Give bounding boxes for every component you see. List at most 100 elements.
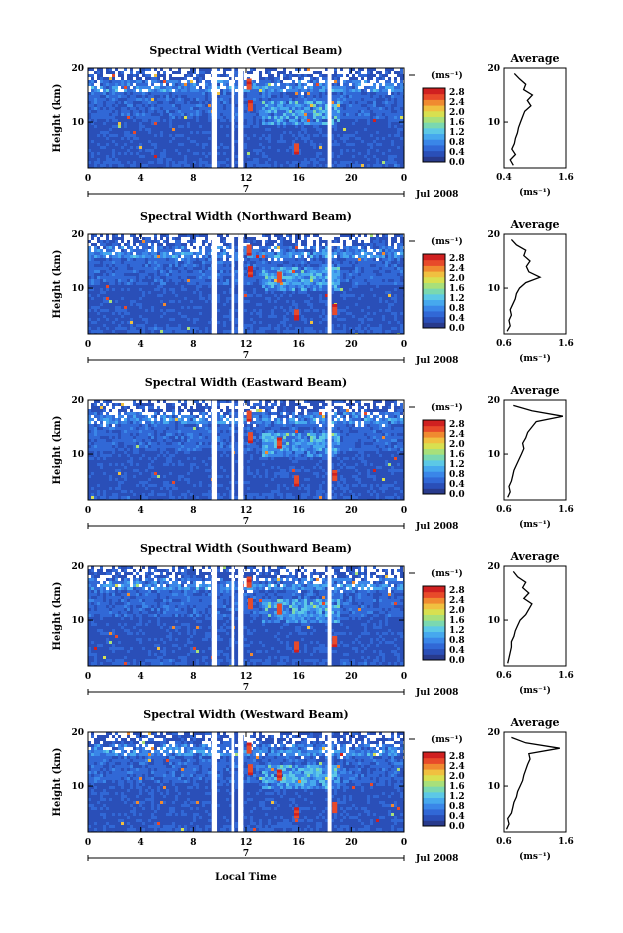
heatmap-cell — [97, 252, 100, 255]
heatmap-cell — [160, 279, 163, 282]
heatmap-cell — [385, 164, 388, 167]
heatmap-cell — [301, 134, 304, 137]
heatmap-cell — [316, 276, 319, 279]
heatmap-cell — [352, 92, 355, 95]
heatmap-cell — [301, 98, 304, 101]
heatmap-cell — [100, 146, 103, 149]
heatmap-cell — [127, 128, 130, 131]
heatmap-cell — [280, 95, 283, 98]
heatmap-cell — [325, 101, 328, 104]
heatmap-cell — [226, 276, 229, 279]
heatmap-cell — [184, 131, 187, 134]
heatmap-cell — [277, 140, 280, 143]
heatmap-cell — [109, 149, 112, 152]
heatmap-cell — [265, 158, 268, 161]
heatmap-cell — [100, 104, 103, 107]
heatmap-cell — [163, 119, 166, 122]
heatmap-cell — [106, 276, 109, 279]
heatmap-cell — [364, 143, 367, 146]
heatmap-cell — [172, 146, 175, 149]
heatmap-cell — [370, 77, 373, 80]
heatmap-cell — [115, 282, 118, 285]
heatmap-cell — [157, 92, 160, 95]
heatmap-cell — [106, 152, 109, 155]
heatmap-cell — [100, 149, 103, 152]
heatmap-cell — [154, 155, 157, 158]
heatmap-cell — [178, 86, 181, 89]
heatmap-cell — [253, 89, 256, 92]
heatmap-cell — [190, 243, 193, 246]
heatmap-cell — [319, 98, 322, 101]
heatmap-cell — [280, 110, 283, 113]
heatmap-cell — [391, 131, 394, 134]
heatmap-cell — [316, 92, 319, 95]
heatmap-cell — [184, 86, 187, 89]
heatmap-cell — [340, 125, 343, 128]
heatmap-cell — [385, 279, 388, 282]
heatmap-cell — [184, 249, 187, 252]
colorbar-tick-label: 1.6 — [449, 118, 465, 128]
heatmap-cell — [94, 246, 97, 249]
heatmap-cell — [325, 258, 328, 261]
heatmap-cell — [388, 131, 391, 134]
heatmap-cell — [337, 267, 340, 270]
heatmap-cell — [172, 152, 175, 155]
heatmap-cell — [307, 122, 310, 125]
heatmap-cell — [154, 92, 157, 95]
heatmap-cell — [313, 92, 316, 95]
heatmap-cell — [127, 131, 130, 134]
heatmap-cell — [340, 74, 343, 77]
heatmap-cell — [124, 98, 127, 101]
heatmap-cell — [202, 95, 205, 98]
heatmap-cell — [235, 98, 238, 101]
heatmap-cell — [394, 86, 397, 89]
heatmap-cell — [367, 77, 370, 80]
heatmap-cell — [355, 80, 358, 83]
heatmap-cell — [364, 164, 367, 167]
heatmap-cell — [217, 125, 220, 128]
heatmap-cell — [355, 77, 358, 80]
heatmap-cell — [280, 86, 283, 89]
heatmap-cell — [145, 80, 148, 83]
heatmap-cell — [244, 258, 247, 261]
heatmap-cell — [199, 113, 202, 116]
heatmap-cell — [367, 267, 370, 270]
heatmap-cell — [397, 86, 400, 89]
heatmap-cell — [295, 252, 298, 255]
heatmap-cell — [157, 246, 160, 249]
heatmap-cell — [337, 131, 340, 134]
heatmap-cell — [190, 122, 193, 125]
heatmap-cell — [253, 146, 256, 149]
heatmap-cell — [382, 246, 385, 249]
heatmap-cell — [112, 122, 115, 125]
heatmap-cell — [391, 128, 394, 131]
heatmap-cell — [277, 134, 280, 137]
heatmap-cell — [388, 83, 391, 86]
heatmap-cell — [400, 282, 403, 285]
heatmap-cell — [175, 270, 178, 273]
heatmap-cell — [136, 104, 139, 107]
heatmap-cell — [355, 107, 358, 110]
heatmap-cell — [349, 89, 352, 92]
heatmap-cell — [190, 86, 193, 89]
heatmap-cell — [283, 113, 286, 116]
heatmap-cell — [133, 119, 136, 122]
heatmap-cell — [187, 261, 190, 264]
heatmap-cell — [283, 86, 286, 89]
heatmap-cell — [109, 119, 112, 122]
heatmap-cell — [208, 119, 211, 122]
heatmap-cell — [346, 104, 349, 107]
heatmap-cell — [283, 104, 286, 107]
heatmap-cell — [124, 110, 127, 113]
heatmap-cell — [160, 137, 163, 140]
heatmap-cell — [256, 243, 259, 246]
heatmap-cell — [115, 276, 118, 279]
heatmap-cell — [394, 143, 397, 146]
heatmap-cell — [223, 140, 226, 143]
heatmap-cell — [151, 252, 154, 255]
heatmap-cell — [256, 134, 259, 137]
heatmap-cell — [202, 92, 205, 95]
heatmap-cell — [103, 146, 106, 149]
heatmap-cell — [361, 104, 364, 107]
heatmap-cell — [115, 243, 118, 246]
